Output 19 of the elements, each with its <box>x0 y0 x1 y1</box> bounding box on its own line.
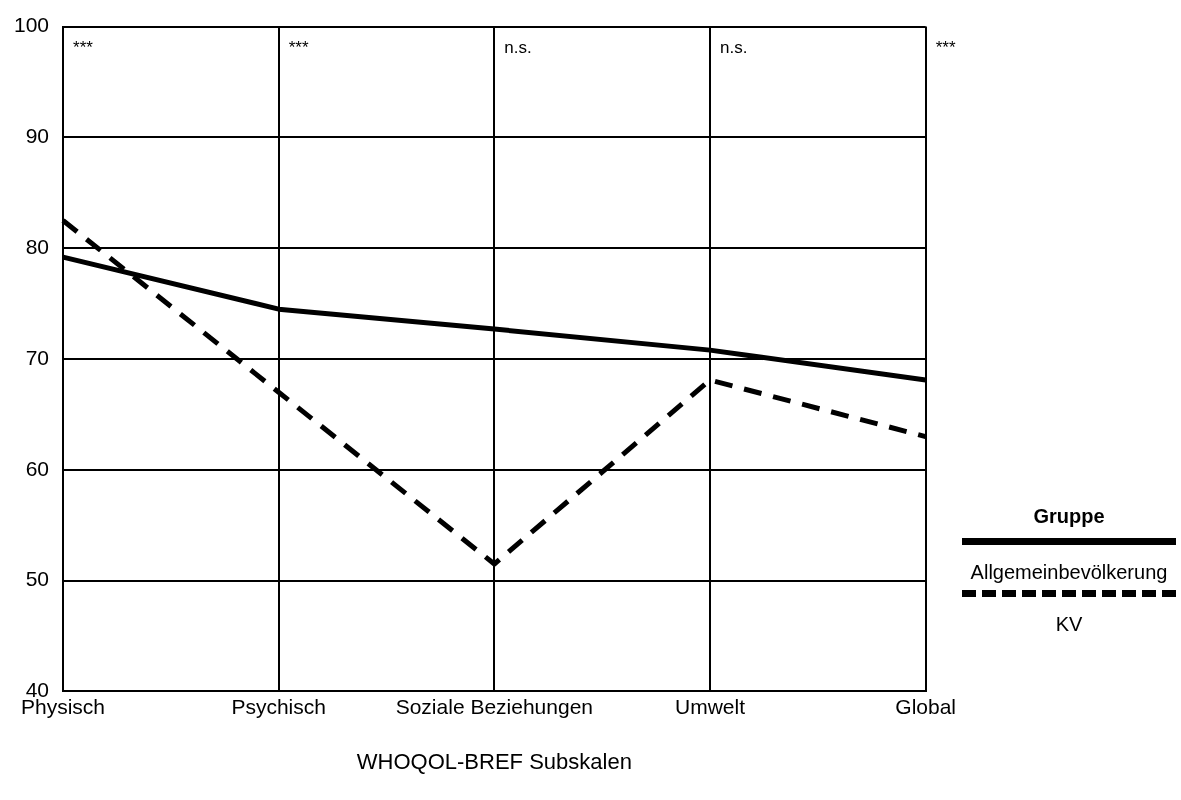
x-axis-title: WHOQOL-BREF Subskalen <box>356 748 632 774</box>
y-tick-label: 50 <box>25 567 50 591</box>
y-tick-label: 90 <box>25 124 50 148</box>
y-tick-label: 80 <box>25 235 50 258</box>
legend-title: Gruppe <box>1032 505 1106 528</box>
x-tick-label: Global <box>895 694 956 718</box>
x-tick-label: Psychisch <box>231 694 326 718</box>
y-tick-label: 70 <box>25 345 50 369</box>
text: Allgemeinbevölkerung <box>969 561 1169 584</box>
annotation: n.s. <box>504 38 532 58</box>
annotation: n.s. <box>720 38 748 58</box>
text: *** <box>935 38 956 58</box>
annotation: *** <box>288 38 309 58</box>
annotation: *** <box>73 38 94 58</box>
text: KV <box>1054 613 1084 636</box>
y-tick-label: 60 <box>25 456 50 480</box>
x-tick-label: Umwelt <box>674 694 746 718</box>
y-tick-label: 100 <box>13 13 50 37</box>
x-tick-label: Soziale Beziehungen <box>395 694 594 718</box>
